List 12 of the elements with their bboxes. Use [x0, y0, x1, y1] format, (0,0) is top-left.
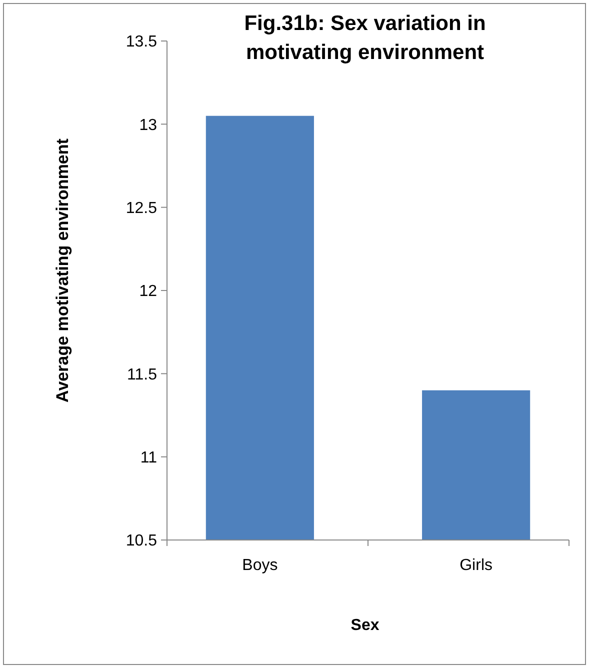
y-tick-label: 11.5 [127, 366, 158, 384]
y-tick-label: 10.5 [126, 532, 158, 550]
y-tick-label: 12.5 [126, 200, 158, 217]
y-tick-label: 13.5 [126, 34, 158, 51]
y-tick-label: 13 [139, 116, 158, 134]
x-axis-title: Sex [350, 617, 380, 634]
y-axis-title: Average motivating environment [53, 138, 72, 402]
chart-title: Fig.31b: Sex variation in motivating environment [244, 12, 486, 64]
y-tick-label: 11 [140, 449, 158, 466]
y-tick-label: 12 [139, 283, 158, 300]
x-tick-label: Girls [460, 557, 493, 574]
x-tick-label: Boys [242, 557, 278, 574]
